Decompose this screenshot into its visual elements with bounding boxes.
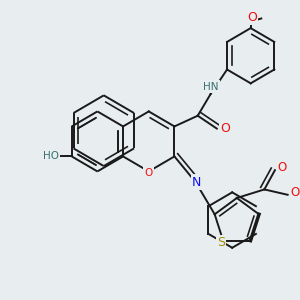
Text: HO: HO bbox=[43, 152, 58, 161]
Text: O: O bbox=[247, 11, 257, 24]
Text: O: O bbox=[220, 122, 230, 135]
Text: O: O bbox=[145, 167, 153, 178]
Text: O: O bbox=[278, 161, 287, 175]
Text: N: N bbox=[192, 176, 201, 189]
Text: HN: HN bbox=[203, 82, 218, 92]
Text: S: S bbox=[217, 236, 225, 249]
Text: O: O bbox=[290, 186, 300, 199]
